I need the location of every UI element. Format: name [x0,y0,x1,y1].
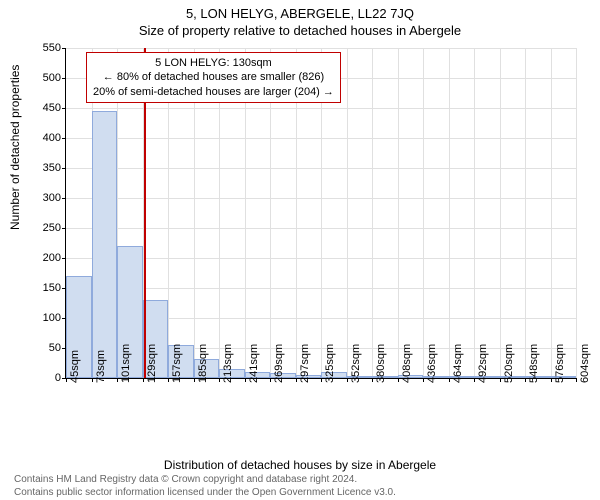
y-tick-mark [62,78,66,79]
x-tick-label: 548sqm [528,344,540,383]
grid-line-v [347,48,348,378]
x-tick-label: 297sqm [299,344,311,383]
grid-line-v [372,48,373,378]
grid-line-v [474,48,475,378]
x-tick-mark [372,378,373,382]
grid-line-v [500,48,501,378]
y-tick-label: 500 [31,72,61,84]
y-tick-label: 150 [31,282,61,294]
y-tick-label: 250 [31,222,61,234]
y-tick-label: 0 [31,372,61,384]
y-tick-label: 50 [31,342,61,354]
y-tick-mark [62,48,66,49]
x-tick-mark [168,378,169,382]
x-tick-label: 408sqm [401,344,413,383]
x-tick-mark [194,378,195,382]
y-tick-label: 550 [31,42,61,54]
x-tick-label: 129sqm [146,344,158,383]
x-tick-mark [500,378,501,382]
grid-line-v [449,48,450,378]
x-tick-mark [117,378,118,382]
x-tick-mark [347,378,348,382]
x-tick-label: 73sqm [95,350,107,383]
x-tick-mark [270,378,271,382]
y-tick-mark [62,138,66,139]
chart-container: 5, LON HELYG, ABERGELE, LL22 7JQ Size of… [0,0,600,500]
x-tick-mark [321,378,322,382]
y-tick-label: 450 [31,102,61,114]
x-tick-mark [474,378,475,382]
x-tick-label: 436sqm [426,344,438,383]
y-tick-mark [62,168,66,169]
x-tick-mark [576,378,577,382]
x-tick-label: 464sqm [452,344,464,383]
chart-area: 5 LON HELYG: 130sqm← 80% of detached hou… [65,48,575,418]
x-tick-mark [525,378,526,382]
plot-area: 5 LON HELYG: 130sqm← 80% of detached hou… [65,48,576,379]
grid-line-v [525,48,526,378]
y-tick-mark [62,228,66,229]
x-tick-mark [296,378,297,382]
x-tick-label: 213sqm [222,344,234,383]
x-tick-label: 520sqm [503,344,515,383]
x-tick-label: 325sqm [324,344,336,383]
y-tick-label: 400 [31,132,61,144]
grid-line-v [398,48,399,378]
callout-line-2: ← 80% of detached houses are smaller (82… [93,70,334,84]
x-tick-label: 101sqm [120,344,132,383]
x-tick-label: 185sqm [197,344,209,383]
footer-line-1: Contains HM Land Registry data © Crown c… [14,474,594,487]
y-axis-label: Number of detached properties [8,65,22,230]
y-tick-label: 200 [31,252,61,264]
x-axis-label: Distribution of detached houses by size … [0,458,600,472]
x-tick-label: 157sqm [171,344,183,383]
chart-title: Size of property relative to detached ho… [0,21,600,38]
x-tick-mark [219,378,220,382]
callout-box: 5 LON HELYG: 130sqm← 80% of detached hou… [86,52,341,103]
x-tick-mark [398,378,399,382]
x-tick-label: 45sqm [69,350,81,383]
y-tick-mark [62,198,66,199]
y-tick-mark [62,258,66,259]
callout-line-1: 5 LON HELYG: 130sqm [93,56,334,70]
grid-line-v [576,48,577,378]
footer-line-2: Contains public sector information licen… [14,487,594,500]
x-tick-mark [423,378,424,382]
x-tick-mark [92,378,93,382]
callout-line-3: 20% of semi-detached houses are larger (… [93,85,334,99]
grid-line-v [423,48,424,378]
histogram-bar [92,111,118,378]
y-tick-label: 300 [31,192,61,204]
x-tick-mark [449,378,450,382]
x-tick-label: 492sqm [477,344,489,383]
x-tick-mark [143,378,144,382]
x-tick-label: 241sqm [248,344,260,383]
y-tick-label: 100 [31,312,61,324]
x-tick-mark [66,378,67,382]
x-tick-mark [551,378,552,382]
x-tick-label: 352sqm [350,344,362,383]
x-tick-label: 576sqm [554,344,566,383]
footer-attribution: Contains HM Land Registry data © Crown c… [14,474,594,499]
x-tick-label: 269sqm [273,344,285,383]
x-tick-label: 604sqm [579,344,591,383]
y-tick-mark [62,108,66,109]
x-tick-mark [245,378,246,382]
y-tick-label: 350 [31,162,61,174]
page-title: 5, LON HELYG, ABERGELE, LL22 7JQ [0,0,600,21]
grid-line-v [551,48,552,378]
x-tick-label: 380sqm [375,344,387,383]
